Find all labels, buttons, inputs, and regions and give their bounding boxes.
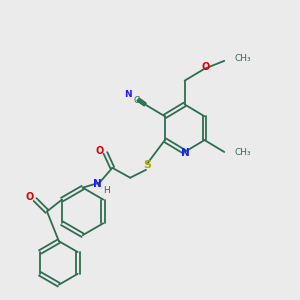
Text: N: N (181, 148, 190, 158)
Text: S: S (143, 160, 151, 170)
Text: N: N (93, 179, 102, 189)
Text: H: H (103, 186, 110, 195)
Text: CH₃: CH₃ (234, 54, 251, 63)
Text: O: O (26, 192, 34, 202)
Text: O: O (95, 146, 104, 156)
Text: CH₃: CH₃ (234, 148, 251, 158)
Text: O: O (201, 62, 210, 72)
Text: N: N (124, 90, 132, 99)
Text: C: C (134, 96, 140, 105)
